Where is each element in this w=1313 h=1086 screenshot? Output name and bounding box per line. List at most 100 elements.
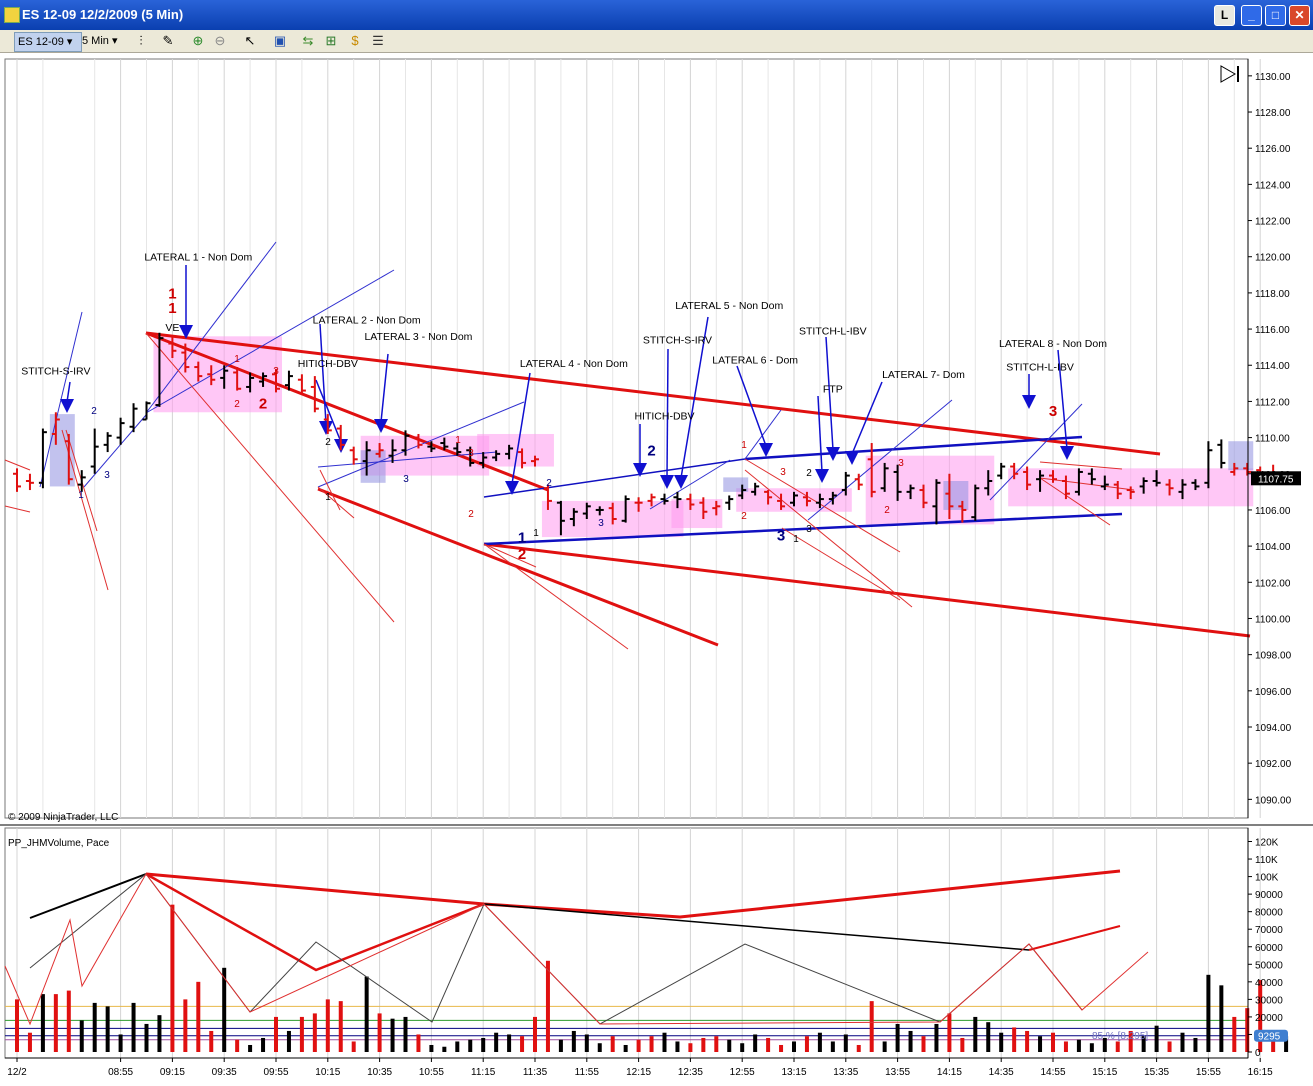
price-bar [958, 500, 967, 523]
time-tick-label: 09:55 [263, 1067, 288, 1078]
price-bar [595, 506, 604, 516]
volume-tick-label: 30000 [1255, 995, 1283, 1006]
price-axis: 1130.00 1128.00 1126.00 1124.00 1122.00 1120.… [1247, 59, 1301, 818]
count-label: 1 [78, 490, 84, 501]
volume-bar [1271, 1037, 1276, 1052]
chart-canvas[interactable]: 1130.00 1128.00 1126.00 1124.00 1122.00 1120.… [0, 52, 1313, 1082]
volume-bar [973, 1016, 978, 1052]
volume-bar [597, 1043, 602, 1052]
price-tick-label: 1112.00 [1255, 397, 1290, 408]
annotation-arrow [815, 395, 829, 483]
price-tick-label: 1098.00 [1255, 651, 1292, 662]
volume-bar [131, 1002, 136, 1052]
zoom-in-icon[interactable]: ⊕ [192, 33, 204, 48]
price-bar [375, 443, 384, 458]
volume-bar [533, 1016, 537, 1052]
price-bar [1061, 475, 1070, 500]
volume-bar [986, 1022, 991, 1052]
link-button[interactable]: L [1214, 5, 1235, 26]
time-tick-label: 13:35 [833, 1067, 858, 1078]
close-button[interactable]: ✕ [1289, 5, 1310, 26]
trend-line [744, 458, 901, 553]
instrument-selector[interactable]: ES 12-09 ▾ [14, 32, 82, 52]
count-label: 3 [898, 458, 904, 469]
volume-bar [183, 999, 188, 1052]
time-tick-label: 13:55 [885, 1067, 910, 1078]
count-label: 1 [325, 492, 331, 503]
time-tick-label: 12/2 [7, 1067, 27, 1078]
price-bar [1191, 479, 1200, 491]
indicators-icon[interactable]: ⊞ [325, 33, 337, 48]
annotation-label: HITICH-DBV [634, 411, 694, 423]
price-bar [880, 462, 889, 492]
annotation-arrow [1057, 349, 1074, 460]
trend-line [317, 487, 719, 647]
price-tick-label: 1100.00 [1255, 614, 1291, 625]
price-bar [207, 365, 216, 386]
volume-bar [1025, 1030, 1030, 1052]
price-bar [1178, 479, 1187, 500]
dollar-icon[interactable]: $ [351, 33, 359, 48]
price-bar [194, 361, 203, 382]
time-axis: 12/2 08:55 09:15 09:35 09:55 10:15 10:35 10:55 1… [5, 1057, 1273, 1078]
price-bar [38, 428, 47, 489]
volume-tick-label: 120K [1255, 838, 1279, 849]
volume-bar [40, 994, 45, 1052]
volume-bar [623, 1044, 628, 1052]
volume-bar [610, 1036, 615, 1052]
price-bar [453, 443, 462, 456]
count-label: 2 [741, 511, 747, 522]
time-tick-label: 15:55 [1196, 1067, 1221, 1078]
volume-bar [701, 1037, 706, 1052]
cursor-icon[interactable]: ↖ [244, 33, 256, 48]
price-bar [362, 441, 371, 476]
volume-bar [222, 967, 227, 1052]
price-bar [155, 332, 164, 407]
volume-bar [1089, 1043, 1094, 1052]
wave-label: 1 [168, 300, 176, 317]
price-bar [284, 370, 293, 391]
maximize-button[interactable]: □ [1265, 5, 1286, 26]
volume-bar [1051, 1032, 1055, 1052]
wave-label: 1 [518, 530, 526, 547]
volume-bar [921, 1036, 926, 1052]
interval-selector[interactable]: 5 Min ▾ [82, 35, 118, 47]
pencil-icon[interactable]: ✎ [162, 33, 174, 48]
strategy-icon[interactable]: ⇆ [302, 33, 314, 48]
count-label: 2 [91, 406, 97, 417]
wave-label: 2 [259, 396, 267, 413]
volume-bar [843, 1034, 848, 1052]
volume-bar [727, 1039, 732, 1052]
price-bar [168, 336, 177, 359]
price-bar [492, 450, 501, 462]
properties-icon[interactable]: ▣ [273, 33, 287, 48]
price-bar [854, 473, 863, 491]
trend-line [781, 527, 901, 601]
annotation-label: STITCH-L-IBV [1006, 362, 1074, 374]
volume-bar [27, 1032, 32, 1052]
bars-icon[interactable]: ⫶ [139, 33, 143, 48]
volume-marker [1254, 1029, 1288, 1042]
minimize-button[interactable]: _ [1241, 5, 1262, 26]
trend-line [4, 505, 31, 513]
annotation-label: STITCH-L-IBV [799, 325, 867, 337]
volume-bar [1219, 985, 1224, 1052]
price-bar [686, 493, 695, 510]
price-tick-label: 1110.00 [1255, 434, 1290, 445]
zone-box [360, 450, 386, 483]
volume-bar [481, 1037, 486, 1052]
zoom-out-icon[interactable]: ⊖ [214, 33, 226, 48]
volume-bar [1245, 1008, 1250, 1052]
price-bar [1217, 439, 1226, 469]
volume-tick-label: 70000 [1255, 925, 1283, 936]
data-box-icon[interactable]: ☰ [372, 33, 384, 48]
time-tick-label: 11:55 [575, 1067, 600, 1078]
price-bar [1165, 479, 1174, 496]
annotation-arrow [179, 265, 193, 339]
time-tick-label: 14:55 [1040, 1067, 1065, 1078]
annotation-arrow [633, 424, 647, 477]
volume-bar [92, 1002, 97, 1052]
volume-tick-label: 90000 [1255, 890, 1283, 901]
volume-bar [144, 1023, 149, 1052]
annotation-arrow [825, 336, 840, 461]
